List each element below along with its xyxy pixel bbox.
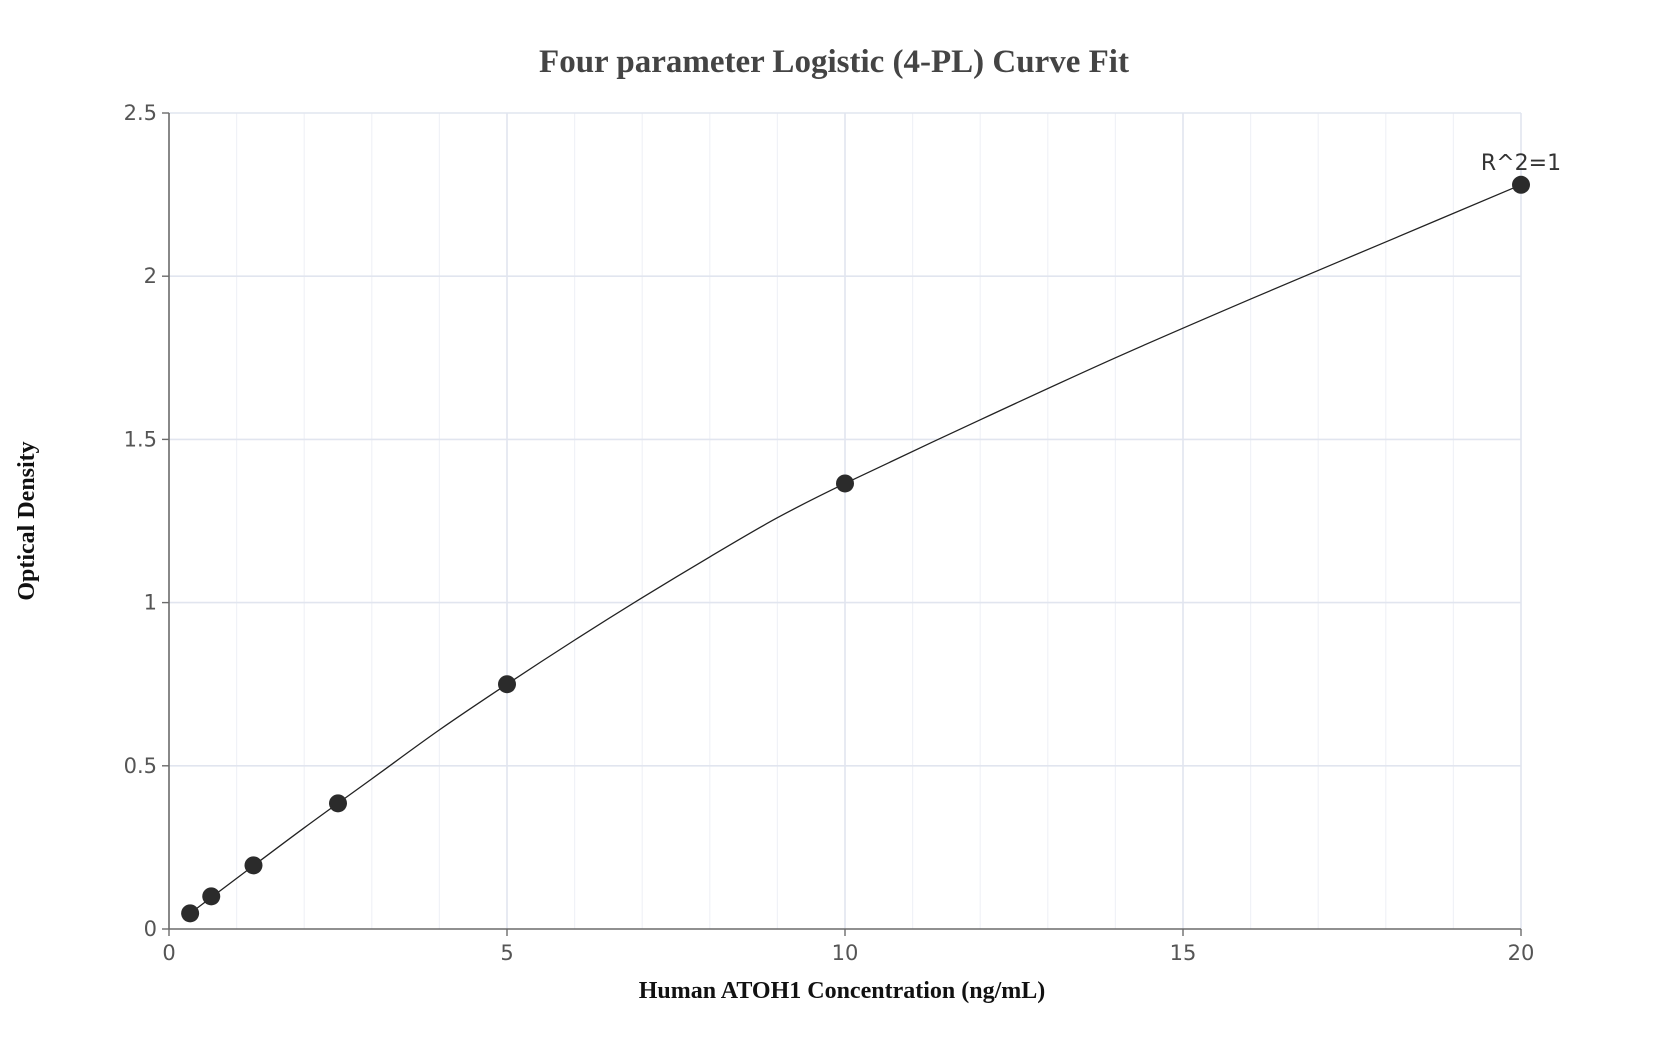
fit-curve-line — [189, 184, 1522, 914]
x-tick-label: 10 — [832, 941, 859, 965]
data-point — [329, 794, 347, 813]
x-tick-label: 0 — [162, 941, 175, 965]
y-tick-label: 1.5 — [124, 427, 157, 451]
data-point — [181, 904, 200, 923]
x-tick-label: 20 — [1508, 941, 1535, 965]
data-point — [244, 856, 263, 875]
y-tick-label: 0 — [144, 917, 157, 941]
y-axis-title: Optical Density — [14, 441, 40, 600]
y-tick-label: 2.5 — [124, 101, 157, 125]
r-squared-annotation: R^2=1 — [1481, 151, 1561, 176]
data-points-layer — [181, 175, 1530, 923]
y-tick-label: 1 — [144, 591, 157, 615]
x-axis-title: Human ATOH1 Concentration (ng/mL) — [639, 978, 1045, 1004]
chart-title: Four parameter Logistic (4-PL) Curve Fit — [539, 44, 1129, 80]
y-tick-label: 0.5 — [124, 754, 157, 778]
data-point — [498, 675, 516, 694]
annotation-layer: R^2=1 — [1481, 151, 1561, 176]
axes: 0 5 10 15 20 0 0.5 1 1.5 2 2.5 — [124, 101, 1535, 965]
data-point — [1512, 175, 1530, 194]
x-tick-label: 5 — [500, 941, 513, 965]
y-tick-label: 2 — [144, 264, 157, 288]
fit-curve-layer — [189, 184, 1522, 914]
grid — [169, 112, 1522, 929]
x-tick-label: 15 — [1170, 941, 1197, 965]
data-point — [836, 474, 854, 493]
data-point — [202, 887, 221, 906]
